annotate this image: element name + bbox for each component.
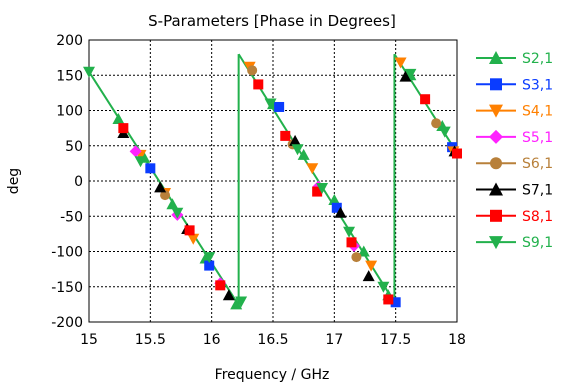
data-point (362, 270, 375, 282)
data-point (203, 252, 216, 264)
data-point (306, 163, 319, 175)
legend-marker (490, 157, 502, 170)
data-point (377, 281, 390, 293)
data-point (452, 148, 462, 159)
legend-label: S6,1 (522, 156, 553, 172)
data-point (166, 198, 179, 210)
data-point (187, 233, 200, 245)
data-point (247, 65, 258, 76)
data-point (346, 237, 357, 248)
data-point (230, 298, 243, 310)
legend-marker (489, 129, 503, 144)
x-tick-label: 16 (203, 332, 221, 348)
phase-curve (88, 53, 458, 306)
data-point (394, 57, 407, 69)
legend-item[interactable]: S2,1 (476, 51, 553, 67)
y-axis-ticks: -200 -150 -100 -50 0 50 100 150 200 (51, 33, 83, 331)
data-point (351, 252, 362, 263)
data-point (280, 130, 291, 141)
legend-label: S4,1 (522, 104, 553, 120)
chart-title: S-Parameters [Phase in Degrees] (148, 12, 396, 30)
x-tick-label: 15 (80, 332, 98, 348)
x-axis-label: Frequency / GHz (215, 367, 330, 383)
data-point (145, 163, 156, 174)
data-point (328, 194, 341, 206)
legend[interactable]: S2,1 S3,1 S4,1 S5,1 S6,1 S7,1 S8,1 S9,1 (476, 51, 553, 251)
data-point (154, 181, 167, 193)
data-point (431, 118, 442, 129)
legend-label: S2,1 (522, 51, 553, 67)
data-point (312, 186, 323, 197)
y-tick-label: -150 (51, 280, 83, 296)
data-point (399, 70, 412, 82)
data-point (204, 260, 215, 271)
data-point (184, 225, 195, 236)
x-tick-label: 17 (325, 332, 343, 348)
legend-item[interactable]: S7,1 (476, 182, 553, 199)
series-markers (83, 57, 462, 310)
x-tick-label: 15.5 (135, 332, 166, 348)
legend-item[interactable]: S8,1 (476, 209, 553, 225)
x-tick-label: 18 (448, 332, 466, 348)
legend-marker (489, 51, 503, 64)
data-point (134, 156, 147, 168)
y-tick-label: 100 (56, 104, 83, 120)
legend-item[interactable]: S4,1 (476, 104, 553, 120)
data-point (264, 98, 277, 110)
data-point (129, 145, 142, 158)
data-point (235, 296, 248, 308)
legend-label: S8,1 (522, 209, 553, 225)
data-point (365, 260, 378, 272)
data-point (343, 226, 356, 238)
data-point (404, 68, 417, 80)
legend-item[interactable]: S3,1 (476, 77, 553, 93)
data-point (253, 79, 264, 90)
data-point (83, 66, 95, 78)
data-point (171, 207, 184, 219)
legend-label: S7,1 (522, 183, 553, 199)
y-tick-label: 150 (56, 68, 83, 84)
data-point (112, 112, 125, 124)
data-point (118, 123, 129, 134)
data-point (297, 148, 310, 160)
data-point (274, 101, 285, 112)
legend-marker (489, 104, 503, 118)
y-tick-label: 200 (56, 33, 83, 49)
data-point (383, 294, 394, 305)
y-tick-label: 0 (74, 174, 83, 190)
data-point (331, 202, 342, 213)
legend-item[interactable]: S9,1 (476, 235, 553, 251)
legend-label: S9,1 (522, 235, 553, 251)
legend-marker (489, 182, 503, 196)
legend-item[interactable]: S6,1 (476, 156, 553, 172)
y-axis-label: deg (6, 168, 22, 194)
legend-marker (489, 236, 503, 250)
x-axis-ticks: 15 15.5 16 16.5 17 17.5 18 (80, 332, 466, 348)
x-tick-label: 17.5 (380, 332, 411, 348)
y-tick-label: -100 (51, 245, 83, 261)
data-point (357, 245, 370, 257)
legend-item[interactable]: S5,1 (476, 129, 553, 146)
x-tick-label: 16.5 (257, 332, 288, 348)
y-tick-label: 50 (65, 139, 83, 155)
data-point (420, 94, 431, 105)
data-point (316, 183, 329, 195)
y-tick-label: -50 (60, 209, 83, 225)
data-point (438, 126, 451, 138)
data-point (289, 134, 302, 146)
data-point (215, 280, 226, 291)
plot-frame (88, 39, 458, 323)
y-tick-label: -200 (51, 315, 83, 331)
legend-label: S5,1 (522, 130, 553, 146)
data-point (390, 297, 401, 308)
data-point (334, 206, 347, 218)
data-point (291, 144, 304, 156)
legend-marker (490, 78, 502, 91)
legend-marker (490, 209, 502, 222)
legend-label: S3,1 (522, 77, 553, 93)
data-point (222, 289, 235, 301)
grid-lines (89, 40, 457, 322)
data-point (160, 190, 171, 201)
